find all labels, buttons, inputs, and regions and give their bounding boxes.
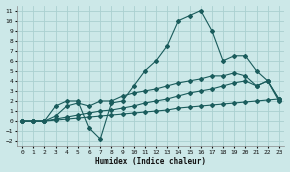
X-axis label: Humidex (Indice chaleur): Humidex (Indice chaleur) xyxy=(95,157,206,166)
